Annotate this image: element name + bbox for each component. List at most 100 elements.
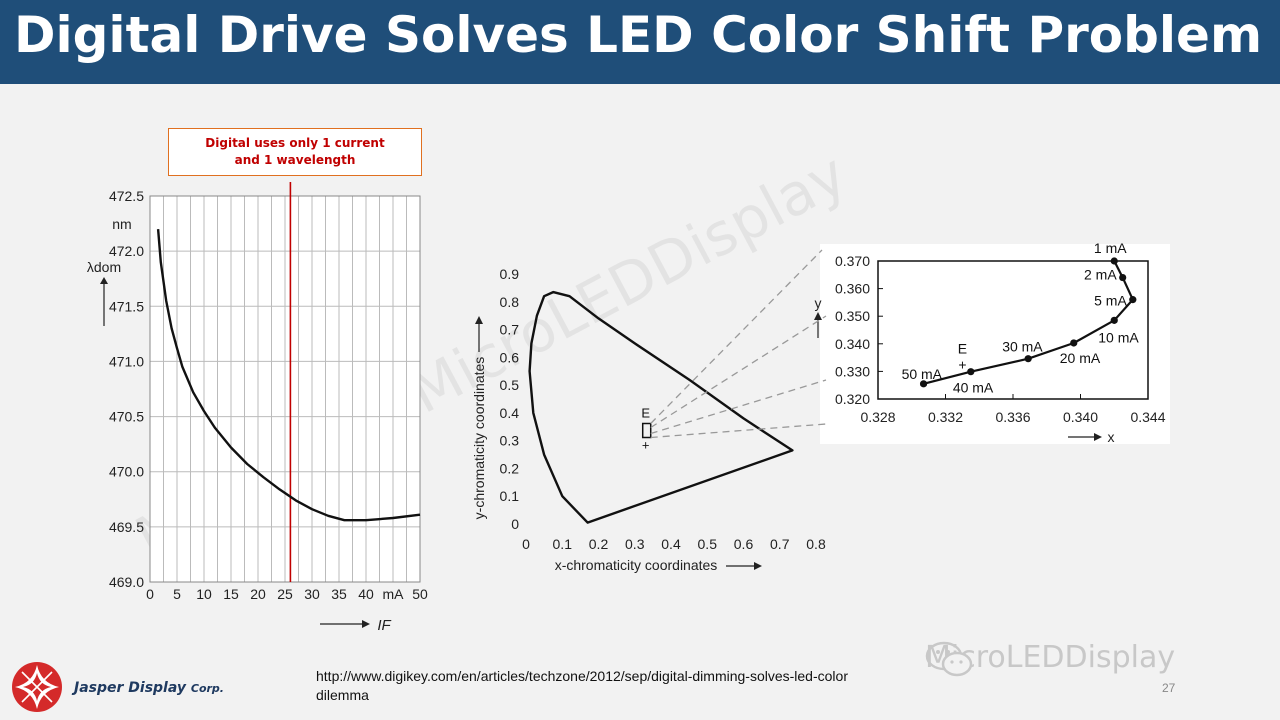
chart1-y-tick-label: 471.0 [109, 353, 144, 369]
chart2-y-arrowhead [475, 316, 483, 324]
chart2-gamut-outline [528, 290, 794, 524]
chart1-x-tick-label: 40 [358, 586, 374, 602]
chart3-point-label: 10 mA [1098, 329, 1139, 345]
chart3-y-arrowhead [814, 312, 822, 320]
chart1-x-tick-label: 30 [304, 586, 320, 602]
chart2-y-tick-label: 0.9 [500, 266, 520, 282]
callout-line-1: Digital uses only 1 current [205, 136, 385, 150]
chart2-y-tick-label: 0.5 [500, 377, 520, 393]
chart3-point-label: 50 mA [902, 366, 943, 382]
chart1-series-line [156, 229, 421, 522]
connector-line [650, 315, 827, 429]
chart3-series-line [923, 260, 1134, 385]
chart3-x-tick-label: 0.344 [1130, 409, 1165, 425]
company-name-suffix: Corp. [190, 682, 224, 695]
chart3-y-axis-label: y [815, 295, 822, 311]
chart3-y-tick-label: 0.340 [835, 336, 870, 352]
chart3-y-tick-label: 0.360 [835, 281, 870, 297]
chart3-point-label: 20 mA [1060, 350, 1101, 366]
source-url-line-2[interactable]: dilemma [316, 687, 369, 703]
chart-chromaticity-zoom: 0.320 0.330 0.340 0.350 0.360 0.370 0.328 0.332… [814, 240, 1170, 445]
watermark-brand: MicroLEDDisplay [925, 640, 1175, 677]
chart3-point-label: 30 mA [1002, 339, 1043, 355]
chart3-y-tick-label: 0.320 [835, 391, 870, 407]
jasper-logo-icon [12, 662, 62, 712]
chart1-y-tick-label: 470.0 [109, 464, 144, 480]
chart1-x-arrowhead [362, 620, 370, 628]
chart3-x-axis-label: x [1108, 429, 1115, 445]
chart2-y-tick-label: 0.6 [500, 349, 520, 365]
chart1-y-tick-label: 470.5 [109, 409, 144, 425]
chart3-e-plus: + [958, 356, 966, 372]
chart3-x-tick-label: 0.332 [928, 409, 963, 425]
chart2-x-arrowhead [754, 562, 762, 570]
chart2-x-tick-label: 0.7 [770, 536, 790, 552]
chart3-point [1119, 273, 1127, 282]
chart2-x-axis-label: x-chromaticity coordinates [555, 557, 718, 573]
chart2-zoom-box [641, 422, 652, 439]
chart1-y-tick-label: 469.0 [109, 574, 144, 590]
chart3-e-label: E [958, 340, 967, 356]
connector-line [650, 249, 823, 424]
chart3-point-label: 1 mA [1094, 240, 1127, 256]
chart2-x-tick-label: 0.8 [806, 536, 826, 552]
chart1-y-tick-label: 472.5 [109, 188, 144, 204]
chart2-y-axis-label: y-chromaticity coordinates [471, 357, 487, 520]
chart2-x-tick-label: 0.2 [589, 536, 609, 552]
chart3-point [1129, 296, 1137, 304]
chart-wavelength-vs-current: 469.0 469.5 470.0 470.5 471.0 471.5 472.0 472.5… [87, 182, 428, 634]
source-url-line-1[interactable]: http://www.digikey.com/en/articles/techz… [316, 668, 848, 684]
chart1-y-tick-label: 472.0 [109, 243, 144, 259]
chart3-x-arrowhead [1094, 433, 1102, 441]
chart2-y-tick-label: 0.4 [500, 405, 520, 421]
chart1-x-axis-label: IF [377, 617, 391, 634]
chart1-y-tick-label: 471.5 [109, 298, 144, 314]
chart3-point-label: 40 mA [953, 380, 994, 396]
chart1-x-tick-label: 15 [223, 586, 239, 602]
callout-box: Digital uses only 1 current and 1 wavele… [168, 128, 422, 176]
chart2-y-tick-label: 0.8 [500, 294, 520, 310]
chart3-y-tick-label: 0.350 [835, 308, 870, 324]
chart3-x-tick-label: 0.328 [860, 409, 895, 425]
chart1-x-tick-label: 20 [250, 586, 266, 602]
chart1-x-tick-label: 10 [196, 586, 212, 602]
page-number: 27 [1162, 681, 1176, 695]
chart2-x-tick-label: 0.4 [661, 536, 681, 552]
source-url[interactable]: http://www.digikey.com/en/articles/techz… [316, 667, 956, 705]
zoom-connector-lines [650, 249, 827, 439]
chart3-point [967, 368, 975, 376]
chart1-x-tick-label: 0 [146, 586, 154, 602]
chart3-x-tick-label: 0.336 [995, 409, 1030, 425]
chart2-y-tick-label: 0.1 [500, 488, 520, 504]
wechat-icon [925, 641, 973, 677]
chart3-x-tick-label: 0.340 [1063, 409, 1098, 425]
callout-line-2: and 1 wavelength [234, 153, 356, 167]
chart3-point [1070, 339, 1078, 347]
chart2-e-label: E [641, 406, 650, 421]
chart3-point-label: 2 mA [1084, 267, 1117, 283]
chart1-y-unit: nm [112, 216, 131, 232]
chart2-x-tick-label: 0.3 [625, 536, 645, 552]
chart1-x-tick-label: 35 [331, 586, 347, 602]
chart1-x-tick-label: mA [383, 586, 405, 602]
connector-line [650, 379, 827, 435]
chart3-y-tick-label: 0.370 [835, 253, 870, 269]
company-name-main: Jasper Display [74, 680, 186, 696]
chart1-y-arrowhead [100, 277, 108, 284]
chart2-x-tick-label: 0.6 [734, 536, 754, 552]
chart3-point [919, 380, 928, 388]
chart1-y-tick-label: 469.5 [109, 519, 144, 535]
chart2-y-tick-label: 0.7 [500, 322, 520, 338]
chart3-point [1110, 316, 1118, 324]
chart2-x-tick-label: 0 [522, 536, 530, 552]
chart1-x-tick-label: 25 [277, 586, 293, 602]
chart1-x-tick-label: 5 [173, 586, 181, 602]
chart3-point-label: 5 mA [1094, 293, 1127, 309]
chart-cie-diagram: 0 0.1 0.2 0.3 0.4 0.5 0.6 0.7 0.8 0.9 0 0.1 0.2 0.3 0.… [471, 266, 826, 573]
chart3-point [1110, 257, 1118, 265]
chart2-x-tick-label: 0.5 [698, 536, 718, 552]
title-bar: Digital Drive Solves LED Color Shift Pro… [0, 0, 1280, 84]
chart2-y-tick-label: 0 [511, 516, 519, 532]
page-title: Digital Drive Solves LED Color Shift Pro… [14, 6, 1263, 64]
